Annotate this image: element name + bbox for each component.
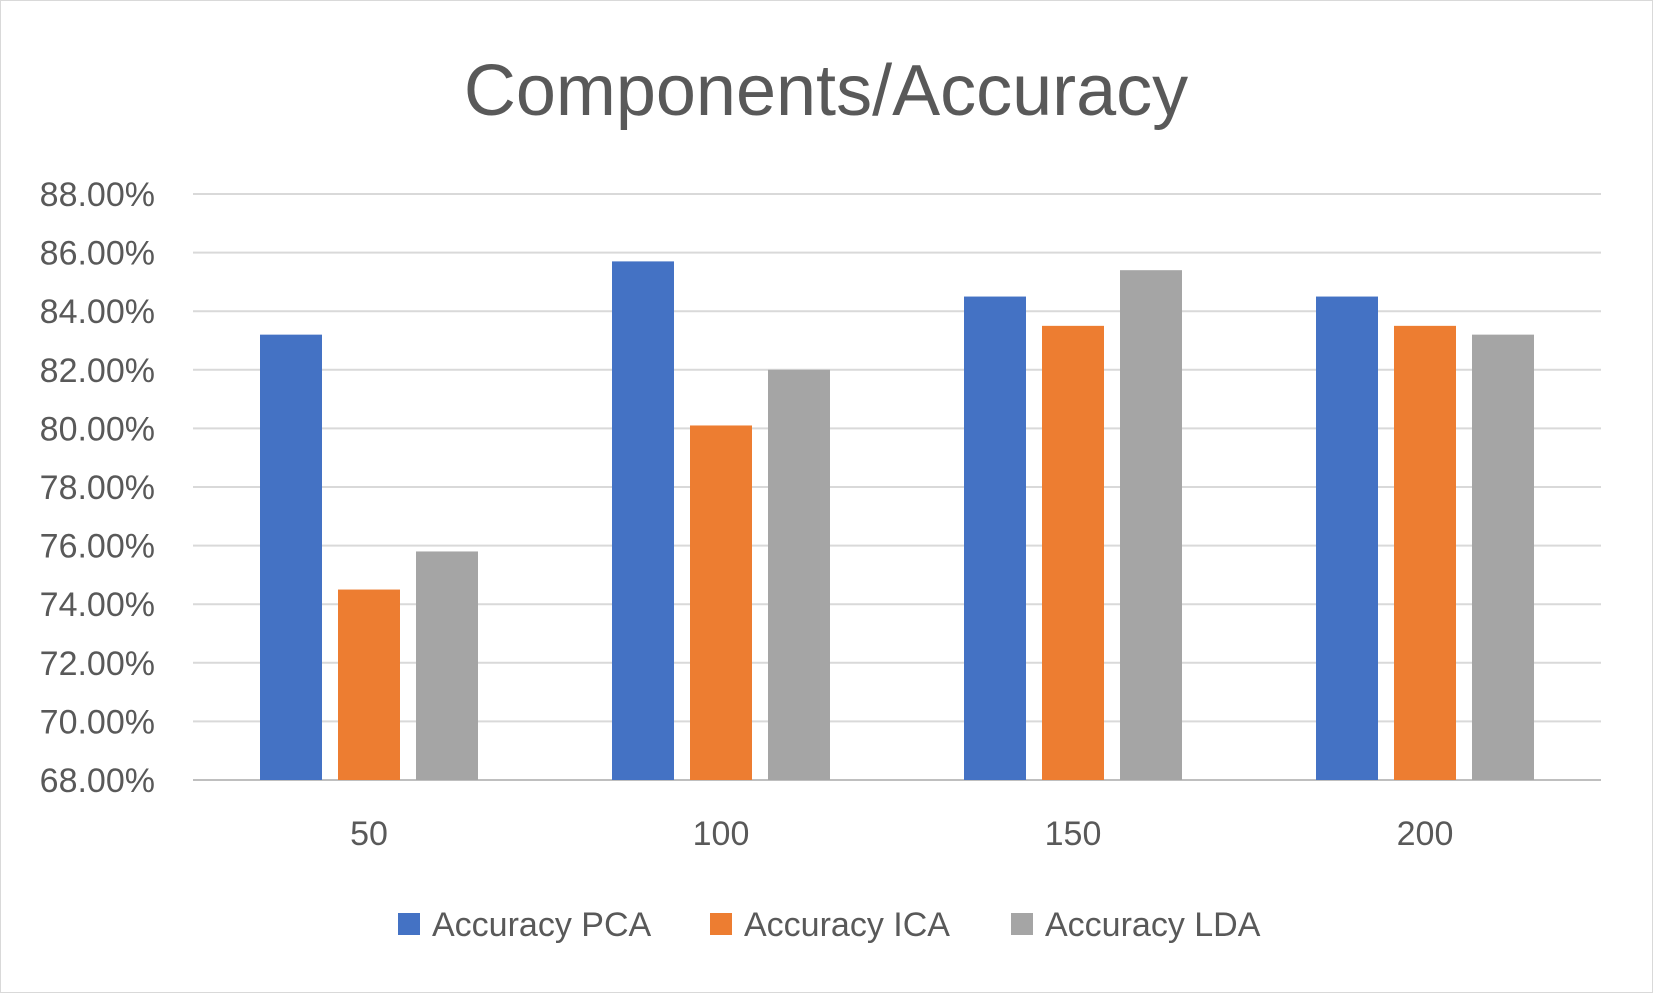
gridlines xyxy=(193,193,1601,781)
y-tick-label: 70.00% xyxy=(40,703,155,741)
y-tick-label: 76.00% xyxy=(40,528,155,566)
y-tick-label: 86.00% xyxy=(40,235,155,273)
x-axis-ticks: 50 100 150 200 xyxy=(350,815,1453,853)
y-tick-label: 80.00% xyxy=(40,410,155,448)
legend-label: Accuracy PCA xyxy=(432,906,651,944)
bar-accuracy-pca-200 xyxy=(1316,296,1378,780)
x-tick-label: 200 xyxy=(1397,815,1454,853)
x-tick-label: 50 xyxy=(350,815,388,853)
bar-accuracy-lda-200 xyxy=(1472,334,1534,780)
legend-swatch-accuracy-pca xyxy=(398,913,420,935)
bar-accuracy-ica-150 xyxy=(1042,325,1104,780)
y-tick-label: 78.00% xyxy=(40,469,155,507)
bar-accuracy-pca-50 xyxy=(260,334,322,780)
legend-swatch-accuracy-lda xyxy=(1011,913,1033,935)
bar-accuracy-pca-150 xyxy=(964,296,1026,780)
bar-accuracy-lda-50 xyxy=(416,551,478,780)
legend: Accuracy PCA Accuracy ICA Accuracy LDA xyxy=(398,906,1261,944)
bar-accuracy-lda-150 xyxy=(1120,270,1182,780)
y-tick-label: 74.00% xyxy=(40,586,155,624)
x-tick-label: 150 xyxy=(1045,815,1102,853)
bar-accuracy-ica-50 xyxy=(338,589,400,780)
bar-accuracy-ica-100 xyxy=(690,425,752,780)
bar-accuracy-ica-200 xyxy=(1394,325,1456,780)
y-tick-label: 84.00% xyxy=(40,293,155,331)
legend-label: Accuracy LDA xyxy=(1045,906,1261,944)
bar-accuracy-lda-100 xyxy=(768,369,830,780)
bar-accuracy-pca-100 xyxy=(612,261,674,780)
bars xyxy=(260,261,1534,780)
y-tick-label: 68.00% xyxy=(40,762,155,800)
legend-swatch-accuracy-ica xyxy=(710,913,732,935)
y-tick-label: 88.00% xyxy=(40,176,155,214)
chart-title: Components/Accuracy xyxy=(464,51,1188,131)
legend-label: Accuracy ICA xyxy=(744,906,950,944)
y-tick-label: 82.00% xyxy=(40,352,155,390)
x-tick-label: 100 xyxy=(693,815,750,853)
y-axis-ticks: 68.00% 70.00% 72.00% 74.00% 76.00% 78.00% 80.0… xyxy=(40,176,155,800)
y-tick-label: 72.00% xyxy=(40,645,155,683)
